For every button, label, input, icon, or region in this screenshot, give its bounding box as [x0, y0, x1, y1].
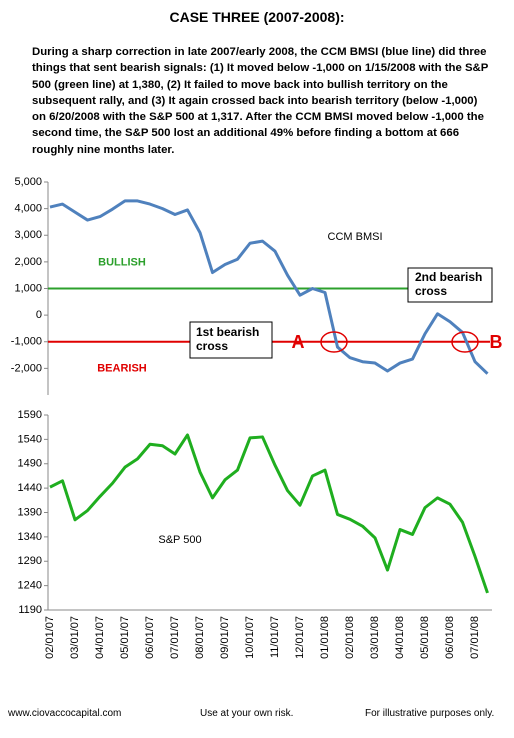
- y-tick-label: 1290: [18, 555, 42, 567]
- highlight-circle: [320, 331, 348, 353]
- x-tick-label: 02/01/07: [44, 616, 56, 659]
- x-tick-label: 07/01/07: [169, 616, 181, 659]
- x-tick-label: 04/01/08: [394, 616, 406, 659]
- y-tick-label: -2,000: [11, 362, 42, 374]
- x-tick-label: 12/01/07: [294, 616, 306, 659]
- highlight-circle: [451, 331, 479, 353]
- y-tick-label: 1440: [18, 482, 42, 494]
- series-label: S&P 500: [158, 534, 201, 546]
- x-tick-label: 05/01/07: [119, 616, 131, 659]
- callout-text: cross: [196, 339, 228, 353]
- y-tick-label: 4,000: [14, 203, 42, 215]
- marker-label: B: [490, 332, 503, 352]
- x-tick-label: 06/01/07: [144, 616, 156, 659]
- x-tick-label: 08/01/07: [194, 616, 206, 659]
- description: During a sharp correction in late 2007/e…: [32, 46, 489, 156]
- y-tick-label: 1,000: [14, 282, 42, 294]
- x-tick-label: 10/01/07: [244, 616, 256, 659]
- x-tick-label: 03/01/08: [369, 616, 381, 659]
- callout-box: [189, 321, 273, 359]
- callout-text: cross: [415, 284, 447, 298]
- footer-site: www.ciovaccocapital.com: [8, 708, 122, 719]
- callout-text: 2nd bearish: [415, 270, 482, 284]
- y-tick-label: 1490: [18, 458, 42, 470]
- x-tick-label: 02/01/08: [344, 616, 356, 659]
- reference-label: BEARISH: [97, 363, 147, 375]
- x-tick-label: 05/01/08: [419, 616, 431, 659]
- y-tick-label: 1390: [18, 506, 42, 518]
- footer-risk: Use at your own risk.: [200, 708, 294, 719]
- title: CASE THREE (2007-2008):: [169, 9, 345, 25]
- x-tick-label: 01/01/08: [319, 616, 331, 659]
- y-tick-label: 5,000: [14, 176, 42, 188]
- callout-box: [407, 267, 493, 303]
- callout-text: 1st bearish: [196, 325, 259, 339]
- x-tick-label: 04/01/07: [94, 616, 106, 659]
- y-tick-label: 2,000: [14, 256, 42, 268]
- y-tick-label: 1240: [18, 580, 42, 592]
- x-tick-label: 06/01/08: [444, 616, 456, 659]
- x-tick-label: 03/01/07: [69, 616, 81, 659]
- x-tick-label: 07/01/08: [469, 616, 481, 659]
- footer-note: For illustrative purposes only.: [365, 708, 495, 719]
- data-line: [49, 199, 489, 375]
- data-line: [49, 433, 489, 594]
- y-tick-label: 0: [36, 309, 42, 321]
- y-tick-label: 1590: [18, 409, 42, 421]
- y-tick-label: 3,000: [14, 229, 42, 241]
- y-tick-label: -1,000: [11, 336, 42, 348]
- x-tick-label: 11/01/07: [269, 616, 281, 658]
- series-label: CCM BMSI: [328, 231, 383, 243]
- y-tick-label: 1540: [18, 433, 42, 445]
- y-tick-label: 1190: [18, 604, 42, 616]
- y-tick-label: 1340: [18, 531, 42, 543]
- marker-label: A: [292, 332, 305, 352]
- reference-label: BULLISH: [98, 256, 146, 268]
- x-tick-label: 09/01/07: [219, 616, 231, 659]
